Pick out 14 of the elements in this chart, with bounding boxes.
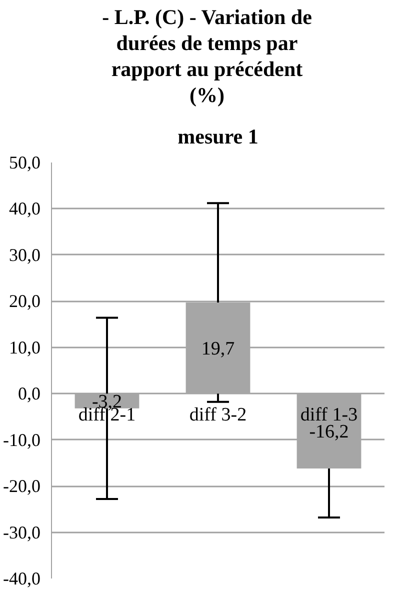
data-label: 19,7 — [201, 338, 235, 360]
y-tick-label: 10,0 — [9, 337, 40, 358]
y-tick-label: -10,0 — [3, 430, 41, 450]
y-tick-label: 0,0 — [18, 384, 40, 404]
y-tick-label: 20,0 — [9, 291, 40, 312]
y-tick-label: 40,0 — [9, 198, 40, 219]
y-tick-label: 30,0 — [9, 244, 40, 265]
y-tick-label: -30,0 — [3, 522, 41, 542]
chart-title: - L.P. (C) - Variation de durées de temps par rapport au précédent (%) — [102, 4, 312, 108]
y-tick-label: 50,0 — [9, 152, 40, 172]
chart-subtitle: mesure 1 — [178, 124, 258, 148]
y-tick-label: -40,0 — [3, 568, 41, 588]
x-tick-label: diff 3-2 — [189, 404, 247, 426]
y-tick-label: -20,0 — [3, 476, 41, 496]
